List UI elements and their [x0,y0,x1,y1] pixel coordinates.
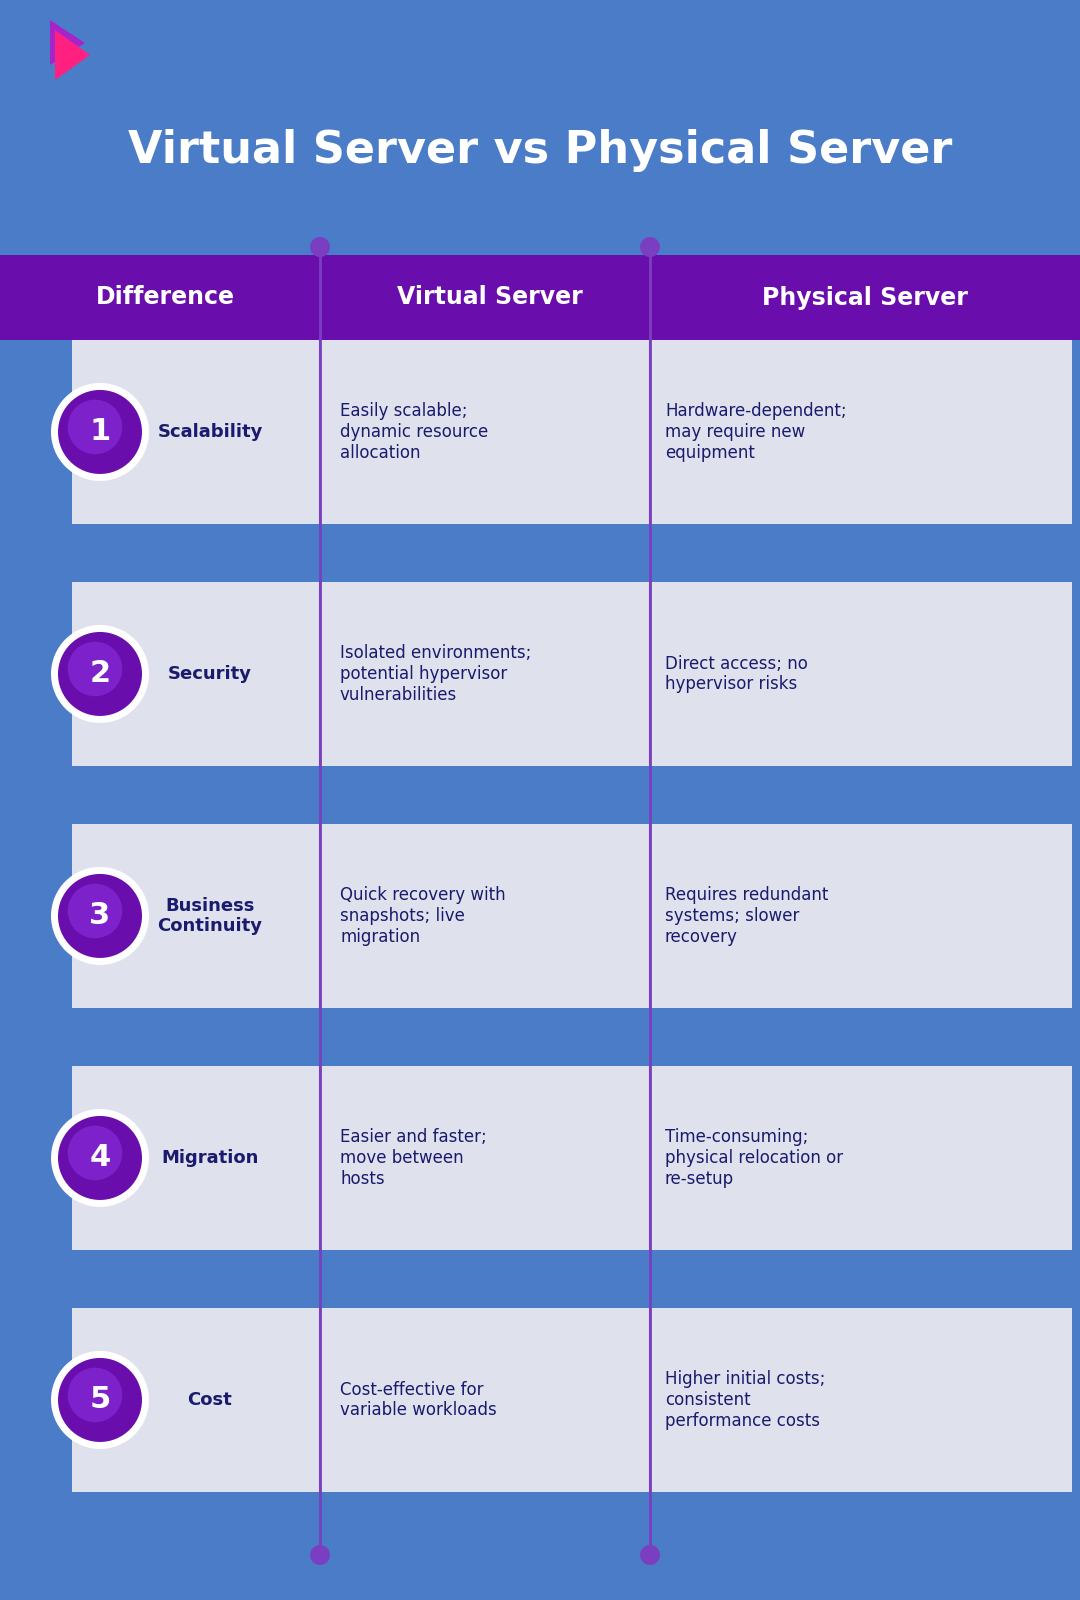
Circle shape [58,390,141,474]
Text: Hardware-dependent;
may require new
equipment: Hardware-dependent; may require new equi… [665,402,847,462]
Circle shape [51,1109,149,1206]
FancyBboxPatch shape [72,824,1072,1008]
Circle shape [310,237,330,258]
Circle shape [68,642,122,696]
Circle shape [58,1115,141,1200]
Text: Business
Continuity: Business Continuity [158,896,262,936]
Polygon shape [55,30,90,80]
Polygon shape [50,19,85,66]
Circle shape [68,400,122,454]
Circle shape [68,1368,122,1422]
Text: Cost: Cost [188,1390,232,1410]
Circle shape [58,632,141,715]
Text: 5: 5 [90,1386,110,1414]
FancyBboxPatch shape [0,254,1080,341]
Text: 4: 4 [90,1144,110,1173]
Circle shape [51,1350,149,1450]
FancyBboxPatch shape [72,341,1072,523]
Text: Physical Server: Physical Server [762,285,968,309]
Circle shape [51,382,149,482]
Circle shape [58,874,141,958]
FancyBboxPatch shape [72,582,1072,766]
Text: Security: Security [168,666,252,683]
Text: Isolated environments;
potential hypervisor
vulnerabilities: Isolated environments; potential hypervi… [340,645,531,704]
Text: Easily scalable;
dynamic resource
allocation: Easily scalable; dynamic resource alloca… [340,402,488,462]
Text: Easier and faster;
move between
hosts: Easier and faster; move between hosts [340,1128,487,1187]
Text: Direct access; no
hypervisor risks: Direct access; no hypervisor risks [665,654,808,693]
Circle shape [58,1358,141,1442]
Text: 3: 3 [90,901,110,931]
Circle shape [68,883,122,938]
Circle shape [310,1546,330,1565]
Text: Quick recovery with
snapshots; live
migration: Quick recovery with snapshots; live migr… [340,886,505,946]
Circle shape [51,867,149,965]
Text: Requires redundant
systems; slower
recovery: Requires redundant systems; slower recov… [665,886,828,946]
Text: Scalability: Scalability [158,422,262,442]
Circle shape [51,626,149,723]
Text: Virtual Server: Virtual Server [397,285,583,309]
Text: Migration: Migration [161,1149,259,1166]
Circle shape [640,1546,660,1565]
Text: Difference: Difference [95,285,234,309]
Text: Virtual Server vs Physical Server: Virtual Server vs Physical Server [127,128,953,171]
Text: Cost-effective for
variable workloads: Cost-effective for variable workloads [340,1381,497,1419]
Circle shape [640,237,660,258]
Text: 2: 2 [90,659,110,688]
FancyBboxPatch shape [72,1066,1072,1250]
Text: Time-consuming;
physical relocation or
re-setup: Time-consuming; physical relocation or r… [665,1128,843,1187]
Circle shape [68,1126,122,1181]
FancyBboxPatch shape [72,1309,1072,1491]
Text: 1: 1 [90,418,110,446]
Text: Higher initial costs;
consistent
performance costs: Higher initial costs; consistent perform… [665,1370,825,1430]
